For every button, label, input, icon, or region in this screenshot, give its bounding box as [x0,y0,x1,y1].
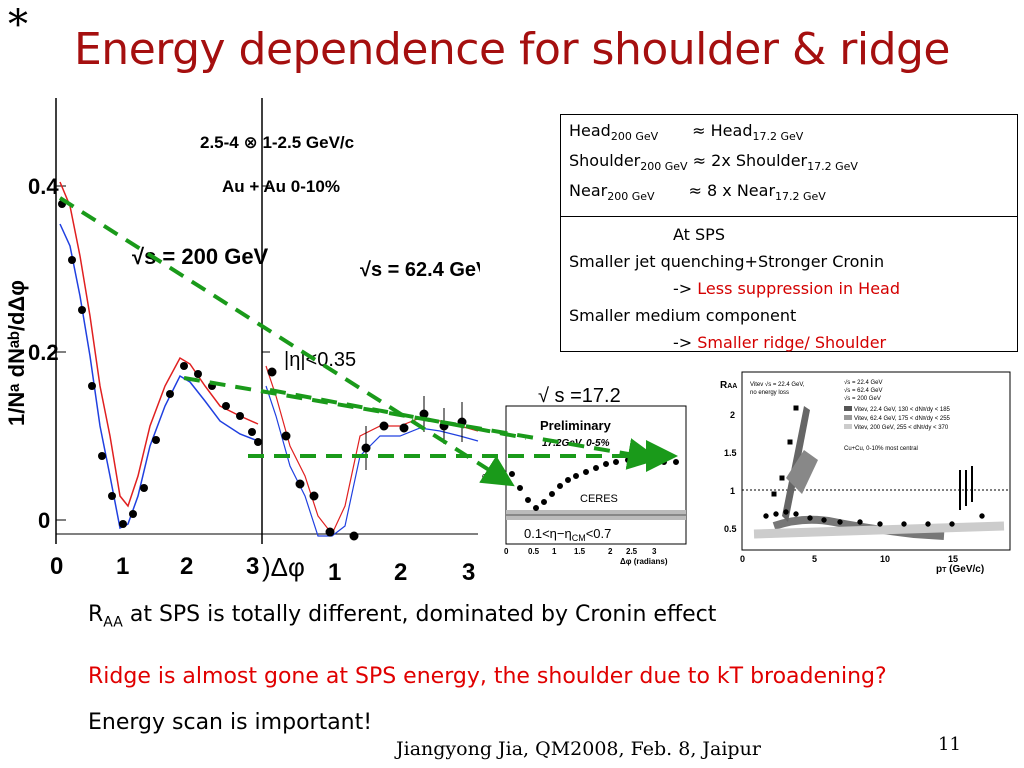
raa-x-tick: 0 [740,554,745,564]
system-label: Au + Au 0-10% [222,177,340,196]
slide-title: Energy dependence for shoulder & ridge [74,24,951,75]
raa-system-label: Cu+Cu, 0-10% most central [844,446,918,452]
sps-explanation: At SPS Smaller jet quenching+Stronger Cr… [561,217,1017,360]
bullet-energy-scan: Energy scan is important! [88,710,373,735]
page-number: 11 [938,734,961,755]
sps-x-tick: 0.5 [528,547,540,556]
raa-legend: √s = 22.4 GeV √s = 62.4 GeV √s = 200 GeV… [844,379,951,431]
raa-y-tick: 1.5 [724,448,737,458]
raa-y-tick: 0.5 [724,524,737,534]
vitev-note: no energy loss [750,390,789,396]
x-tick: 1 [328,559,341,586]
y-tick: 0.4 [28,174,59,199]
sps-x-tick: 1 [552,547,557,556]
head-ratio: Head200 GeV ≈ Head17.2 GeV [569,121,804,144]
svg-text:√s = 200 GeV: √s = 200 GeV [844,395,881,402]
sps-energy-label: √ s =17.2 [538,385,621,407]
sps-x-tick: 2.5 [626,547,638,556]
svg-text:Vitev, 22.4 GeV, 130 < dNᵍ/dy: Vitev, 22.4 GeV, 130 < dNᵍ/dy < 185 [854,407,951,413]
x-tick: 1 [116,553,129,580]
svg-text:Vitev, 62.4 GeV, 175 < dNᵍ/dy: Vitev, 62.4 GeV, 175 < dNᵍ/dy < 255 [854,416,951,422]
energy-label-62: √s = 62.4 GeV [360,259,480,281]
raa-y-tick: 2 [730,410,735,420]
raa-y-label: RAA [720,380,737,391]
raa-x-tick: 10 [880,554,890,564]
svg-text:Vitev, 200 GeV, 255 < dNᵍ/dy <: Vitev, 200 GeV, 255 < dNᵍ/dy < 370 [854,425,949,431]
x-tick: 0 [50,553,63,580]
x-tick: 3 [462,559,475,586]
explanation-consequence: -> Smaller ridge/ Shoulder [673,332,887,352]
sps-eta-cut: 0.1<η−ηCM<0.7 [524,526,611,543]
slide-footer: Jiangyong Jia, QM2008, Feb. 8, Jaipur [396,738,761,760]
at-sps-heading: At SPS [673,224,725,244]
raa-data-points [763,405,985,527]
explanation-line: Smaller medium component [569,305,797,325]
sps-x-label: Δφ (radians) [620,557,668,566]
ratio-section: Head200 GeV ≈ Head17.2 GeV Shoulder200 Ge… [561,115,1017,217]
raa-x-label: pT (GeV/c) [936,564,984,574]
sps-x-tick: 2 [608,547,613,556]
explanation-consequence: -> Less suppression in Head [673,278,900,298]
raa-figure: RAA 0.5 1 1.5 2 0 5 10 15 pT (GeV/c) Vit… [714,366,1014,574]
y-axis-label: 1/Nᵃ dNᵃᵇ/dΔφ [4,280,29,426]
x-tick: 3 [246,553,259,580]
comparison-box: Head200 GeV ≈ Head17.2 GeV Shoulder200 Ge… [560,114,1018,352]
y-tick: 0.2 [28,340,59,365]
x-tick: 2 [180,553,193,580]
ceres-inset: √ s =17.2 Preliminary 17.2GeV, 0-5% 0.00… [480,376,690,566]
svg-text:√s = 22.4 GeV: √s = 22.4 GeV [844,379,882,386]
bullet-raa: RAA at SPS is totally different, dominat… [88,602,717,631]
sps-x-tick: 0 [504,547,509,556]
preliminary-label: Preliminary [540,418,612,433]
raa-x-tick: 15 [948,554,958,564]
x-tick: 2 [394,559,407,586]
raa-x-tick: 5 [812,554,817,564]
shoulder-ratio: Shoulder200 GeV ≈ 2x Shoulder17.2 GeV [569,151,858,174]
y-tick: 0 [38,508,50,533]
vitev-note: Vitev √s = 22.4 GeV, [750,381,805,388]
near-ratio: Near200 GeV ≈ 8 x Near17.2 GeV [569,181,826,204]
dphi-axis-label: )Δφ [262,552,305,582]
kinematic-cut-label: 2.5-4 ⊗ 1-2.5 GeV/c [200,133,354,152]
data-points-200 [58,200,262,528]
bullet-ridge: Ridge is almost gone at SPS energy, the … [88,664,887,689]
sps-x-tick: 1.5 [574,547,586,556]
svg-text:√s = 62.4 GeV: √s = 62.4 GeV [844,387,882,394]
correlation-figure: 0.4 0.2 0 1/Nᵃ dNᵃᵇ/dΔφ 0 1 2 3 1 2 3 )Δ… [0,96,480,596]
eta-cut-label: |η|<0.35 [284,349,356,371]
explanation-line: Smaller jet quenching+Stronger Cronin [569,251,885,271]
ceres-label: CERES [580,493,618,505]
raa-y-tick: 1 [730,486,735,496]
slide-star: * [8,2,28,48]
sps-x-tick: 3 [652,547,657,556]
